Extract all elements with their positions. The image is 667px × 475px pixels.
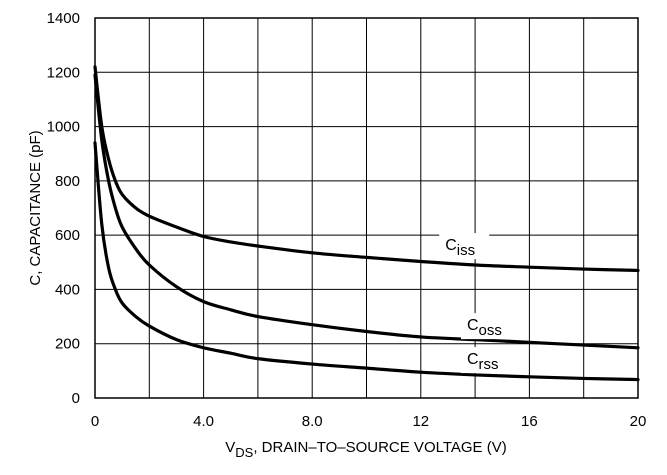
series-label-subscript: iss	[457, 242, 475, 259]
x-axis-title-prefix: V	[225, 439, 235, 456]
y-tick-label: 200	[55, 336, 80, 353]
series-ciss-line	[93, 65, 640, 273]
y-tick-label: 400	[55, 281, 80, 298]
series-coss-label: Coss	[467, 317, 502, 339]
series-label-background	[439, 233, 490, 260]
x-axis-title-rest: , DRAIN–TO–SOURCE VOLTAGE (V)	[253, 439, 506, 456]
series-ciss-label: Ciss	[445, 237, 475, 259]
series-label-base: C	[467, 317, 479, 334]
x-tick-label: 20	[630, 413, 647, 430]
series-label-background	[460, 347, 511, 374]
y-tick-label: 1200	[47, 64, 80, 81]
x-tick-labels: 0 4.0 8.0 12 16 20	[91, 413, 647, 430]
grid	[95, 18, 638, 398]
series-label-background	[460, 313, 511, 340]
series-curves	[93, 65, 640, 382]
y-tick-label: 0	[72, 390, 80, 407]
y-tick-label: 1400	[47, 10, 80, 27]
series-coss-line	[93, 73, 640, 350]
plot-frame	[94, 17, 639, 399]
series-label-base: C	[467, 351, 479, 368]
y-tick-label: 600	[55, 227, 80, 244]
y-tick-labels: 0 200 400 600 800 1000 1200 1400	[47, 10, 80, 407]
series-label-base: C	[445, 237, 457, 254]
x-axis-title: VDS, DRAIN–TO–SOURCE VOLTAGE (V)	[225, 439, 506, 460]
y-tick-label: 800	[55, 173, 80, 190]
series-crss-label: Crss	[467, 351, 499, 373]
x-tick-label: 12	[412, 413, 429, 430]
series-crss-line	[93, 141, 640, 382]
y-tick-label: 1000	[47, 119, 80, 136]
series-label-subscript: oss	[479, 322, 502, 339]
series-label-subscript: rss	[479, 356, 499, 373]
x-axis-title-subscript: DS	[235, 445, 253, 460]
x-tick-label: 4.0	[193, 413, 214, 430]
x-tick-label: 16	[521, 413, 538, 430]
y-axis-title: C, CAPACITANCE (pF)	[27, 130, 44, 285]
x-tick-label: 8.0	[302, 413, 323, 430]
x-tick-label: 0	[91, 413, 99, 430]
